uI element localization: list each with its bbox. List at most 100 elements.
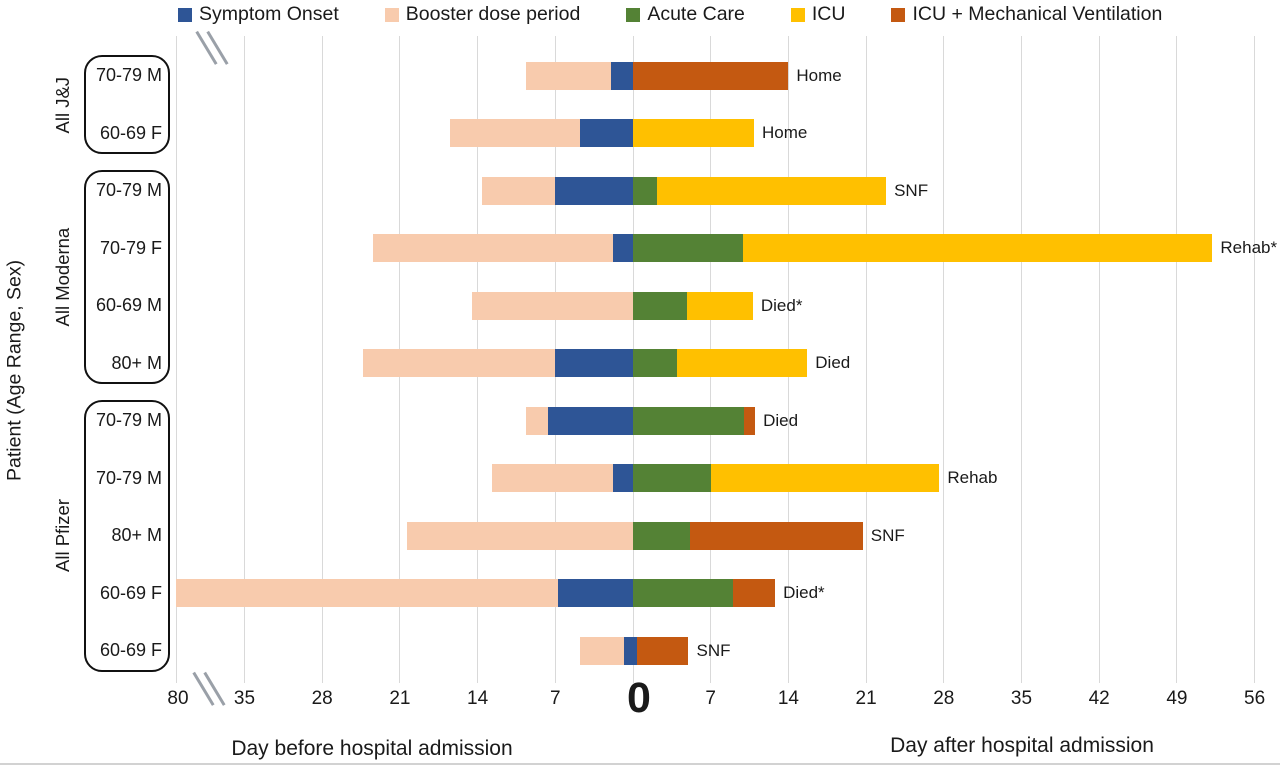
group-label: All J&J — [52, 75, 73, 133]
segment-booster — [406, 521, 633, 550]
outcome-label: Died* — [760, 295, 803, 315]
segment-icu — [633, 119, 754, 147]
segment-booster — [449, 119, 580, 147]
segment-icu_mv — [689, 521, 863, 550]
segment-booster — [526, 406, 548, 435]
legend-swatch-icu_mv-icon — [891, 7, 906, 22]
patient-label: 70-79 F — [99, 237, 162, 258]
segment-booster — [176, 579, 558, 607]
legend-label: ICU + Mechanical Ventilation — [912, 3, 1163, 25]
tick-label-after: 42 — [1088, 688, 1110, 709]
gridline — [943, 36, 945, 683]
tick-label-after: 56 — [1244, 688, 1266, 709]
outcome-label: SNF — [870, 525, 905, 545]
tick-label-zero: 0 — [627, 674, 651, 722]
group-box-0 — [84, 54, 170, 154]
segment-booster — [526, 61, 611, 90]
gridline — [1254, 36, 1256, 683]
outcome-label: Died — [815, 353, 851, 372]
outcome-label: Died — [763, 410, 799, 430]
segment-acute — [633, 406, 744, 435]
y-axis-title: Patient (Age Range, Sex) — [3, 259, 26, 481]
segment-symptom — [547, 406, 633, 435]
group-box-2 — [84, 399, 170, 672]
segment-symptom — [557, 579, 633, 607]
patient-label: 60-69 F — [99, 640, 162, 660]
patient-label: 80+ M — [111, 525, 162, 545]
segment-icu_mv — [744, 406, 756, 435]
segment-booster — [579, 636, 625, 665]
gridline — [1176, 36, 1178, 683]
legend-swatch-booster-icon — [384, 7, 399, 22]
patient-label: 60-69 F — [99, 582, 162, 603]
segment-symptom — [555, 176, 633, 205]
axis-break-icon — [206, 31, 229, 65]
segment-symptom — [624, 636, 638, 665]
segment-acute — [633, 349, 678, 377]
segment-symptom — [613, 234, 633, 262]
segment-booster — [482, 176, 556, 205]
x-axis-title-before: Day before hospital admission — [231, 737, 513, 760]
tick-label-after: 7 — [705, 688, 716, 709]
gridline — [1098, 36, 1100, 683]
patient-label: 70-79 M — [95, 65, 162, 85]
chart-legend: Symptom Onset Booster dose period Acute Ca… — [178, 3, 1162, 26]
tick-label-before: 14 — [467, 688, 489, 709]
segment-icu — [742, 234, 1213, 262]
tick-label-after: 14 — [777, 688, 799, 709]
tick-label-after: 49 — [1166, 688, 1188, 709]
segment-icu — [710, 464, 940, 492]
segment-icu — [677, 349, 808, 377]
tick-label-before: 21 — [389, 688, 411, 709]
x-axis-title-after: Day after hospital admission — [890, 734, 1154, 757]
gridline — [1021, 36, 1022, 683]
legend-swatch-acute-icon — [626, 7, 641, 22]
outcome-label: Died* — [783, 583, 825, 602]
legend-label: ICU — [811, 3, 846, 25]
segment-booster — [492, 464, 613, 492]
legend-item-icu: ICU — [790, 3, 846, 26]
patient-label: 70-79 M — [95, 410, 162, 430]
outcome-label: SNF — [894, 180, 929, 200]
group-label: All Moderna — [52, 227, 73, 327]
legend-item-acute: Acute Care — [626, 3, 745, 26]
segment-acute — [633, 521, 690, 550]
legend-label: Acute Care — [647, 3, 745, 25]
legend-item-booster: Booster dose period — [384, 3, 581, 26]
axis-break-icon — [203, 672, 226, 706]
segment-symptom — [555, 349, 633, 377]
figure-bottom-border — [0, 763, 1280, 765]
outcome-label: Home — [796, 65, 842, 85]
segment-symptom — [613, 464, 633, 492]
segment-acute — [633, 579, 733, 607]
segment-symptom — [579, 119, 633, 147]
tick-label-before: 7 — [550, 688, 561, 709]
patient-label: 60-69 M — [95, 295, 162, 315]
segment-acute — [633, 464, 711, 492]
gridline — [244, 36, 245, 683]
segment-icu_mv — [637, 636, 689, 665]
segment-icu — [657, 176, 887, 205]
gridline — [321, 36, 323, 683]
patient-label: 70-79 M — [95, 467, 162, 488]
outcome-label: Home — [761, 123, 808, 142]
legend-label: Booster dose period — [405, 3, 581, 25]
group-box-1 — [84, 169, 170, 384]
tick-label-before: 35 — [233, 688, 256, 709]
segment-acute — [633, 176, 658, 205]
outcome-label: SNF — [696, 640, 731, 660]
gridline — [865, 36, 867, 683]
legend-swatch-symptom-icon — [178, 7, 192, 22]
segment-icu — [687, 291, 753, 320]
legend-label: Symptom Onset — [199, 3, 339, 25]
outcome-label: Rehab — [947, 468, 998, 487]
segment-symptom — [610, 61, 633, 90]
tick-label-after: 21 — [855, 688, 877, 709]
legend-item-symptom: Symptom Onset — [178, 3, 339, 26]
segment-icu_mv — [732, 579, 776, 607]
legend-swatch-icu-icon — [790, 7, 805, 22]
outcome-label: Rehab* — [1220, 238, 1278, 257]
patient-label: 70-79 M — [95, 180, 162, 200]
